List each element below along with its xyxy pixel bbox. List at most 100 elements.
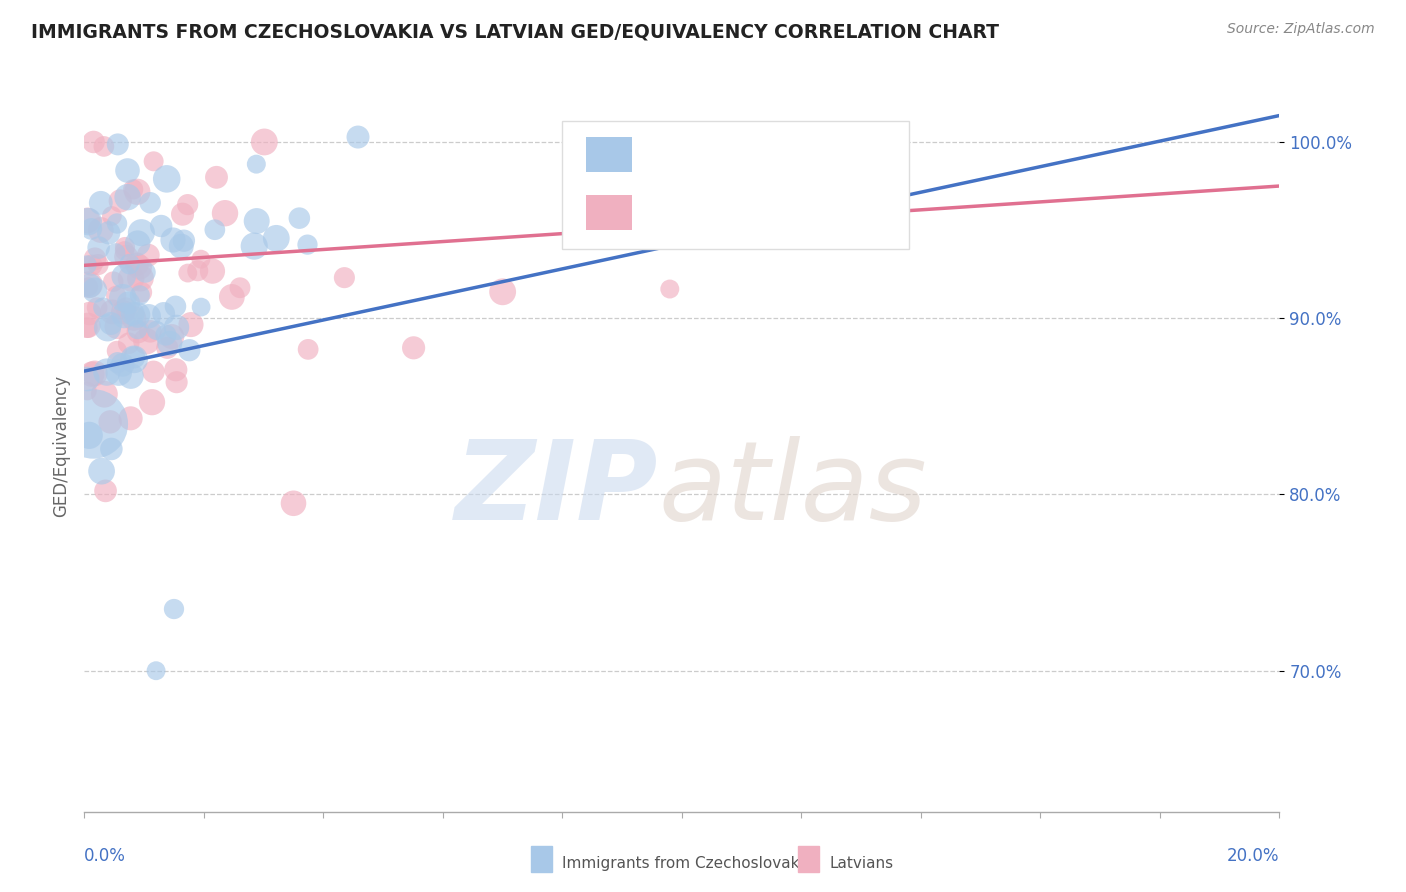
Point — [145, 664, 167, 678]
Point — [76, 320, 98, 334]
Point — [136, 248, 159, 262]
Point — [145, 323, 167, 337]
Point — [115, 250, 138, 264]
Point — [117, 296, 139, 310]
Point — [159, 336, 181, 351]
Point — [107, 366, 129, 380]
Text: 0.0%: 0.0% — [84, 847, 127, 865]
Point — [166, 320, 188, 334]
Point — [111, 358, 134, 372]
Point — [125, 257, 148, 271]
Point — [297, 237, 319, 252]
Point — [84, 252, 107, 266]
Point — [122, 351, 145, 365]
Point — [80, 222, 103, 236]
Text: R = 0.290   N = 65: R = 0.290 N = 65 — [647, 145, 846, 163]
Point — [127, 185, 149, 199]
Point — [402, 341, 425, 355]
Point — [172, 207, 194, 221]
Point — [90, 195, 112, 210]
Point — [155, 328, 177, 343]
Point — [204, 223, 226, 237]
Point — [96, 365, 118, 379]
Point — [79, 306, 101, 320]
Point — [101, 209, 124, 223]
Point — [104, 246, 127, 260]
Point — [170, 239, 193, 253]
Point — [96, 321, 118, 335]
Text: Latvians: Latvians — [830, 856, 894, 871]
Point — [110, 194, 132, 208]
Point — [160, 329, 183, 343]
Point — [297, 343, 319, 357]
Point — [245, 157, 267, 171]
Point — [114, 240, 136, 254]
Point — [142, 365, 165, 379]
Point — [83, 135, 105, 149]
Point — [93, 139, 115, 153]
Point — [93, 387, 115, 401]
Point — [162, 233, 184, 247]
Point — [187, 264, 209, 278]
Text: atlas: atlas — [658, 436, 927, 543]
Point — [120, 369, 142, 384]
Point — [128, 288, 150, 302]
Point — [77, 428, 100, 442]
Point — [76, 372, 98, 386]
Point — [77, 318, 100, 333]
Point — [142, 154, 165, 169]
Point — [128, 260, 150, 274]
Point — [150, 219, 173, 233]
Point — [111, 291, 134, 305]
Point — [118, 257, 141, 271]
Point — [214, 206, 236, 220]
Point — [246, 214, 269, 228]
Point — [98, 415, 121, 429]
Point — [201, 264, 224, 278]
Point — [105, 319, 128, 334]
Point — [166, 375, 188, 389]
Point — [76, 258, 98, 272]
Text: IMMIGRANTS FROM CZECHOSLOVAKIA VS LATVIAN GED/EQUIVALENCY CORRELATION CHART: IMMIGRANTS FROM CZECHOSLOVAKIA VS LATVIA… — [31, 22, 998, 41]
Y-axis label: GED/Equivalency: GED/Equivalency — [52, 375, 70, 517]
Point — [135, 334, 157, 349]
Point — [152, 306, 174, 320]
Point — [122, 352, 145, 367]
Point — [141, 395, 163, 409]
Point — [105, 217, 128, 231]
Point — [131, 226, 153, 240]
Point — [131, 285, 153, 300]
Point — [288, 211, 311, 226]
Point — [79, 277, 101, 292]
Text: R =  0.181   N = 70: R = 0.181 N = 70 — [647, 203, 853, 222]
Text: 20.0%: 20.0% — [1227, 847, 1279, 865]
Point — [76, 213, 98, 227]
Point — [127, 325, 149, 339]
Point — [129, 271, 152, 285]
Point — [122, 311, 145, 326]
Point — [83, 367, 105, 381]
Point — [253, 135, 276, 149]
Point — [221, 290, 243, 304]
Point — [333, 270, 356, 285]
Point — [138, 310, 160, 324]
Point — [156, 172, 179, 186]
Point — [87, 241, 110, 255]
Point — [243, 239, 266, 253]
Point — [87, 258, 110, 272]
Point — [80, 258, 103, 272]
Point — [120, 411, 142, 425]
Point — [173, 234, 195, 248]
Point — [139, 324, 162, 338]
Text: Immigrants from Czechoslovakia: Immigrants from Czechoslovakia — [562, 856, 814, 871]
Point — [165, 363, 187, 377]
Point — [112, 305, 135, 319]
Point — [77, 214, 100, 228]
Point — [163, 602, 186, 616]
FancyBboxPatch shape — [586, 195, 631, 230]
Point — [83, 283, 105, 297]
Point — [82, 417, 104, 431]
FancyBboxPatch shape — [562, 120, 910, 249]
Point — [105, 289, 128, 303]
Point — [165, 299, 187, 313]
